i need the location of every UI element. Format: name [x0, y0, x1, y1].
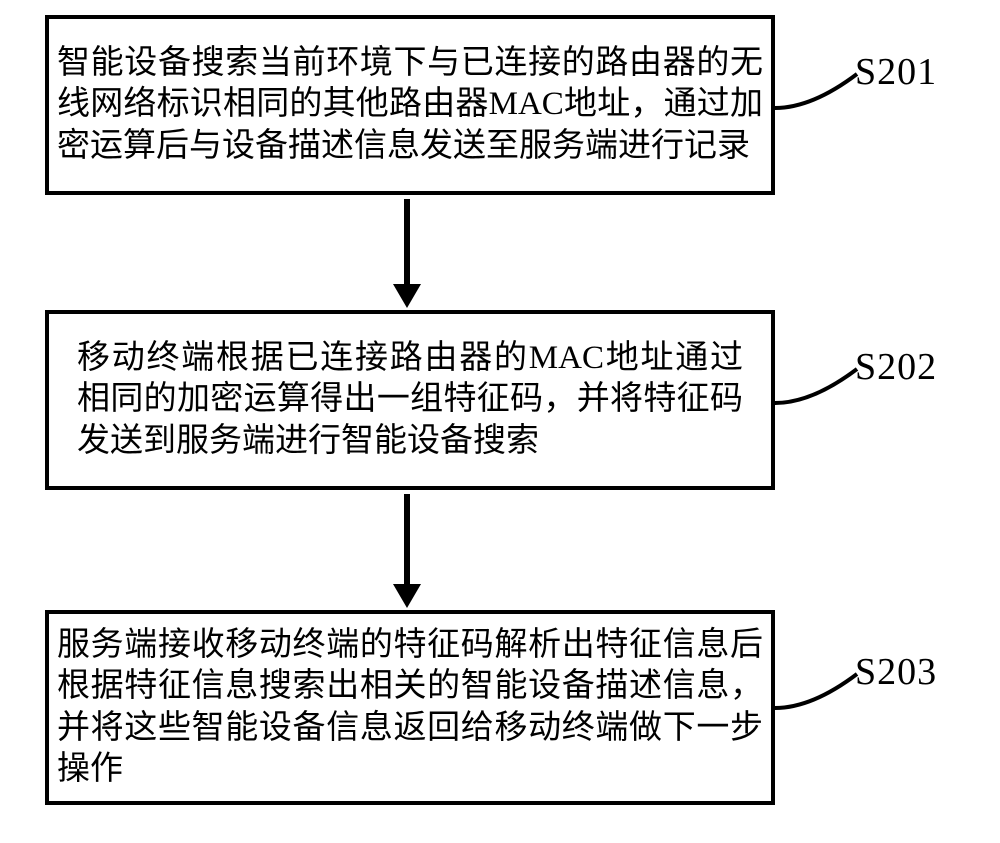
flow-node-3: 服务端接收移动终端的特征码解析出特征信息后根据特征信息搜索出相关的智能设备描述信…: [45, 610, 775, 805]
step-label-2: S202: [855, 345, 937, 389]
flow-node-2: 移动终端根据已连接路由器的MAC地址通过相同的加密运算得出一组特征码，并将特征码…: [45, 310, 775, 490]
flow-node-3-text: 服务端接收移动终端的特征码解析出特征信息后根据特征信息搜索出相关的智能设备描述信…: [49, 625, 771, 790]
step-label-1: S201: [855, 50, 937, 94]
flow-node-2-text: 移动终端根据已连接路由器的MAC地址通过相同的加密运算得出一组特征码，并将特征码…: [49, 338, 771, 462]
arrow-2-3-head: [393, 584, 421, 608]
flow-node-1: 智能设备搜索当前环境下与已连接的路由器的无线网络标识相同的其他路由器MAC地址，…: [45, 15, 775, 195]
arrow-1-2-head: [393, 284, 421, 308]
step-label-3: S203: [855, 650, 937, 694]
arrow-2-3-line: [404, 494, 410, 586]
flowchart-canvas: 智能设备搜索当前环境下与已连接的路由器的无线网络标识相同的其他路由器MAC地址，…: [0, 0, 1000, 843]
arrow-1-2-line: [404, 199, 410, 286]
flow-node-1-text: 智能设备搜索当前环境下与已连接的路由器的无线网络标识相同的其他路由器MAC地址，…: [49, 43, 771, 167]
